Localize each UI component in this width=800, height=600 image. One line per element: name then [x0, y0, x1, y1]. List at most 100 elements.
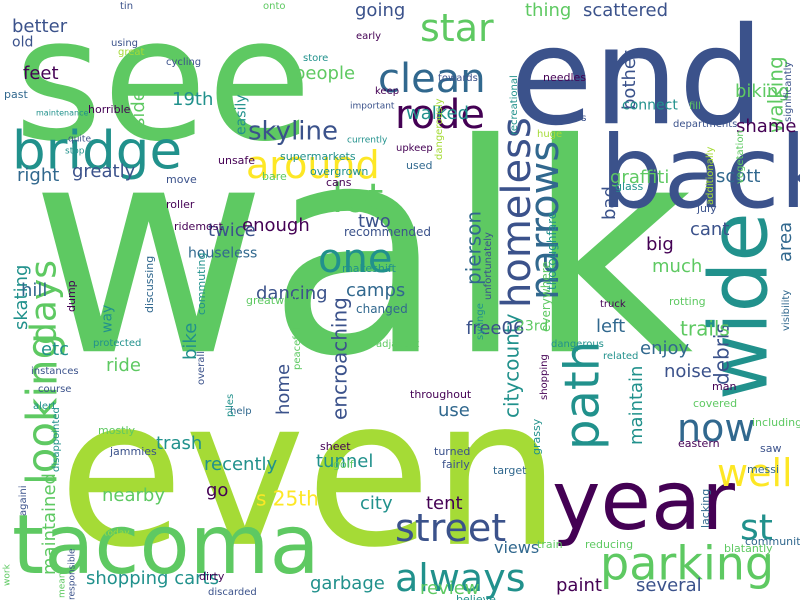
word-early: early [356, 30, 382, 42]
word-communitynext: communitynext [745, 534, 800, 548]
word-unsafe: unsafe [218, 153, 256, 167]
word-rotting: rotting [669, 294, 706, 308]
word-vegetation: vegetation [734, 130, 746, 184]
word-related: related [603, 350, 639, 362]
word-everywhere: everywhere [539, 261, 554, 332]
word-peaceful: peaceful [291, 327, 303, 370]
word-responsible: responsible [67, 548, 78, 600]
word-horrible: horrible [88, 102, 131, 116]
word-fill: fill [689, 100, 701, 112]
word-year: year [552, 453, 735, 549]
word-big: big [646, 234, 674, 256]
word-way: way [99, 304, 116, 333]
word-thing: thing [525, 0, 572, 22]
word-using: using [111, 37, 139, 49]
word-connect: connect [622, 97, 678, 114]
word-work: work [2, 564, 13, 586]
word-glass: glass [615, 179, 644, 193]
word-towards: towards [438, 72, 478, 84]
word-home: home [273, 363, 295, 415]
word-city: city [360, 493, 393, 515]
word-going: going [355, 0, 406, 22]
word-st: st [740, 507, 773, 549]
word-lot: lot [332, 176, 384, 223]
word-well: well [717, 450, 793, 495]
word-garbage: garbage [310, 573, 385, 595]
word-ride: ride [106, 355, 141, 377]
word-noise: noise [664, 361, 712, 383]
word-dancing: dancing [256, 283, 328, 305]
word-people: people [294, 63, 356, 85]
word-now: now [677, 405, 756, 450]
word-even: even [58, 354, 562, 593]
word-appears: appears [546, 112, 587, 124]
word-star: star [420, 5, 494, 50]
word-cant: cant [690, 219, 730, 241]
word-maintain: maintain [626, 365, 648, 445]
word-help: help [230, 405, 252, 417]
word-end: end [510, 0, 765, 156]
word-protected: protected [93, 337, 142, 349]
word-two: two [358, 211, 391, 233]
word-means: means [57, 567, 68, 598]
word-biking: biking [735, 81, 790, 103]
word-disappointed: disappointed [50, 407, 62, 472]
word-huge: huge [537, 128, 563, 140]
word-use: use [438, 400, 470, 422]
word-blatantly: blatantly [724, 541, 773, 555]
word-quite: quite [68, 134, 91, 145]
word-maintained: maintained [39, 473, 61, 575]
word-additionally: additionally [704, 146, 716, 205]
word-walked: walked [406, 103, 470, 125]
word-upkeep: upkeep [396, 142, 433, 154]
word-hill: hill [21, 280, 48, 302]
word-see: see [14, 0, 312, 180]
word-ridemost: ridemost [174, 219, 223, 233]
word-recently: recently [204, 454, 278, 476]
word-dump: dump [64, 280, 78, 312]
word-enough: enough [242, 215, 310, 237]
word-pierson: pierson [461, 210, 486, 285]
word-including: including [752, 415, 800, 429]
word-maintenance: maintenance [36, 108, 89, 118]
word-path: path [554, 340, 611, 450]
word-keep: keep [375, 85, 400, 97]
word-s-25th: s 25th [256, 486, 319, 511]
word-right: right [17, 165, 60, 187]
word-truck: truck [600, 298, 626, 310]
word-overgrown: overgrown [310, 164, 369, 178]
word-much: much [652, 256, 703, 278]
word-tin: tin [120, 0, 134, 12]
word-review: review [420, 578, 480, 600]
word-paint: paint [556, 575, 602, 597]
word-free06: free06 [466, 318, 525, 340]
word-needles: needles [543, 70, 587, 84]
word-significantly: significantly [782, 61, 794, 122]
word-dirty: dirty [199, 569, 225, 583]
word-turned: turned [434, 444, 471, 458]
word-cans: cans [326, 175, 352, 189]
word-departments: departments [673, 118, 738, 130]
word-walk: walk [30, 83, 694, 421]
word-store: store [303, 52, 329, 64]
word-instances: instances [31, 365, 79, 377]
word-commuting: commuting [194, 252, 208, 315]
word-tunnel: tunnel [316, 451, 374, 473]
word-shopping: shopping [538, 354, 550, 400]
word-greatly: greatly [72, 161, 136, 183]
word-onto: onto [263, 0, 286, 12]
word-currently: currently [347, 135, 388, 146]
word-throughout: throughout [410, 387, 472, 401]
word-camps: camps [346, 280, 406, 302]
word-today: today [104, 528, 130, 539]
word-better: better [12, 16, 68, 38]
word-views: views [494, 537, 540, 557]
word-adjacent: adjacent [376, 338, 420, 350]
word-discussing: discussing [142, 255, 156, 313]
word-covered: covered [693, 396, 738, 410]
word-19th: 19th [172, 89, 214, 111]
word-old: old [12, 34, 34, 51]
word-easily: easily [233, 94, 250, 135]
word-great: great [118, 46, 145, 58]
word-train: train [537, 537, 563, 551]
